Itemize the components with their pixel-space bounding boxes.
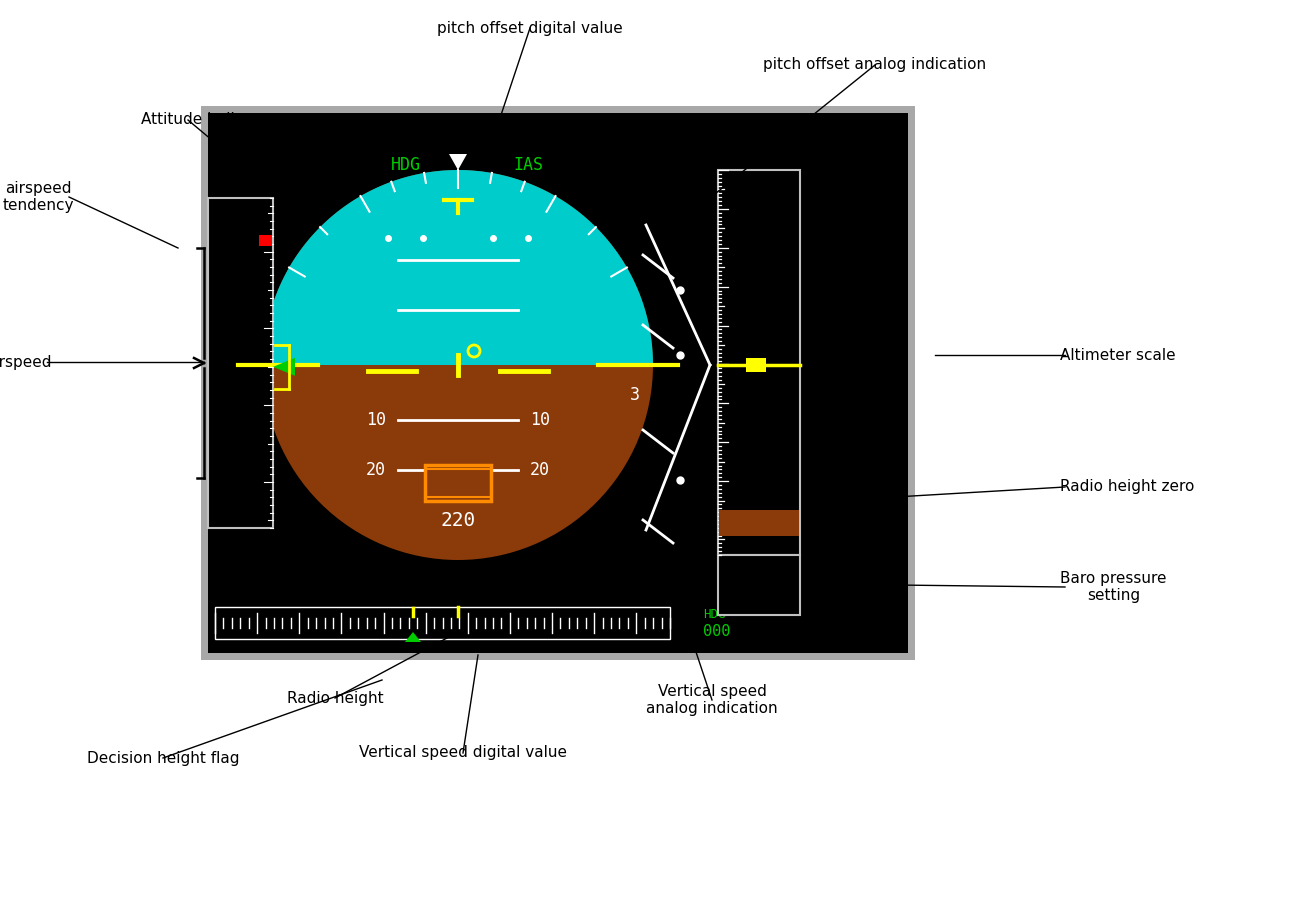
Text: DH: DH: [447, 474, 469, 492]
Text: 300: 300: [744, 599, 771, 614]
Text: Decision height flag: Decision height flag: [87, 751, 239, 765]
Text: 10: 10: [530, 411, 551, 429]
Bar: [717, 555, 800, 615]
Text: 6: 6: [731, 513, 744, 533]
Text: 120: 120: [237, 398, 261, 413]
Bar: [201, 106, 915, 660]
Text: airspeed
tendency: airspeed tendency: [3, 181, 74, 213]
Bar: [719, 510, 799, 536]
Text: IAS: IAS: [512, 156, 543, 174]
Bar: [208, 113, 908, 653]
Circle shape: [263, 170, 653, 560]
Text: DH: DH: [723, 600, 738, 614]
Text: Altimeter scale: Altimeter scale: [1060, 347, 1176, 362]
Text: pitch offset analog indication: pitch offset analog indication: [763, 57, 987, 73]
Text: 6: 6: [746, 516, 756, 530]
Text: 20: 20: [367, 461, 386, 479]
Text: 220: 220: [440, 510, 476, 529]
Text: HDG: HDG: [703, 608, 725, 622]
Text: 7: 7: [746, 468, 756, 483]
Text: pitch offset digital value: pitch offset digital value: [438, 21, 623, 36]
Text: 2: 2: [746, 185, 756, 199]
Text: 8: 8: [746, 414, 756, 430]
Text: HDG: HDG: [392, 156, 420, 174]
Bar: [746, 358, 766, 372]
Text: hPa: hPa: [724, 582, 746, 596]
Text: Vertical speed digital value: Vertical speed digital value: [359, 745, 568, 761]
Text: 10: 10: [367, 301, 386, 319]
Text: 7: 7: [731, 182, 744, 202]
Text: 160: 160: [237, 245, 261, 258]
Text: 10: 10: [530, 301, 551, 319]
Text: 000: 000: [703, 623, 731, 639]
Text: Radio height zero: Radio height zero: [1060, 480, 1194, 494]
Text: 000: 000: [748, 301, 773, 315]
Text: 20: 20: [530, 251, 551, 269]
Bar: [208, 198, 273, 528]
Text: 20: 20: [367, 251, 386, 269]
Polygon shape: [263, 170, 653, 365]
Bar: [215, 607, 670, 639]
Text: 7: 7: [731, 237, 744, 257]
Polygon shape: [449, 154, 466, 170]
Text: Radio height: Radio height: [286, 691, 384, 706]
Text: 3: 3: [629, 386, 640, 404]
Bar: [717, 170, 800, 555]
Text: 140: 140: [237, 321, 261, 335]
Text: 1010: 1010: [724, 562, 763, 580]
Text: 3: 3: [503, 616, 512, 630]
Bar: [259, 235, 272, 246]
Text: 9: 9: [746, 358, 756, 372]
Polygon shape: [405, 632, 420, 642]
Text: 100: 100: [237, 475, 261, 489]
Text: 33: 33: [292, 616, 309, 630]
Text: 6: 6: [731, 412, 744, 432]
Text: 6: 6: [731, 466, 744, 486]
Text: N: N: [409, 616, 417, 630]
Text: 6: 6: [731, 355, 744, 375]
Text: Attitude ball: Attitude ball: [141, 112, 235, 127]
Bar: [424, 465, 491, 501]
Text: 20: 20: [530, 461, 551, 479]
Text: 10: 10: [367, 411, 386, 429]
Text: 7: 7: [735, 298, 748, 318]
Text: Vertical speed
analog indication: Vertical speed analog indication: [646, 684, 778, 716]
Text: 2: 2: [456, 334, 464, 346]
Text: Baro pressure
setting: Baro pressure setting: [1060, 570, 1167, 603]
Text: Airspeed: Airspeed: [0, 354, 53, 370]
Polygon shape: [273, 358, 296, 376]
Text: 1: 1: [746, 239, 756, 255]
